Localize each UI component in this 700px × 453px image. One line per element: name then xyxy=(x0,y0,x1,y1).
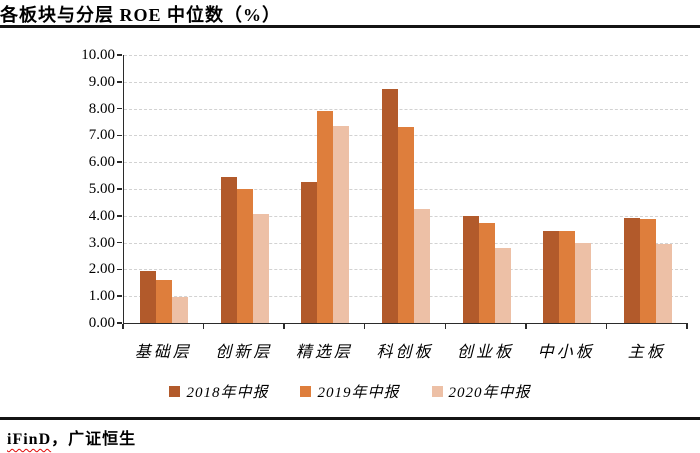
legend-label: 2018年中报 xyxy=(186,385,269,401)
y-axis-tick xyxy=(117,322,122,324)
bar-series1-创业板 xyxy=(462,215,479,323)
source-org-label: ，广证恒生 xyxy=(51,431,137,448)
bar-group-2 xyxy=(205,55,286,323)
bar-series3-中小板 xyxy=(575,243,592,323)
y-axis-tick-label: 3.00 xyxy=(88,234,115,251)
bar-group-4 xyxy=(366,55,447,323)
x-axis-tick xyxy=(122,324,124,329)
plot-area xyxy=(123,55,688,324)
x-axis-tick xyxy=(686,324,688,329)
bar-group-7 xyxy=(607,55,688,323)
y-axis-tick xyxy=(117,81,122,83)
x-axis-tick xyxy=(605,324,608,329)
bar-series2-精选层 xyxy=(317,110,334,323)
y-axis-tick-label: 8.00 xyxy=(88,100,115,117)
legend-item-3: 2020年中报 xyxy=(431,381,531,402)
bar-series1-中小板 xyxy=(543,231,560,323)
bar-series2-创新层 xyxy=(236,189,253,323)
chart-title: 各板块与分层 ROE 中位数（%） xyxy=(0,5,282,25)
legend-item-2: 2019年中报 xyxy=(300,381,399,402)
bar-series3-精选层 xyxy=(333,126,350,323)
y-axis-tick xyxy=(117,134,122,137)
y-axis-tick xyxy=(117,188,122,190)
bar-series1-科创板 xyxy=(382,89,399,323)
bar-series2-科创板 xyxy=(398,127,415,323)
legend-swatch-icon xyxy=(300,386,312,397)
bar-series3-创业板 xyxy=(494,247,511,323)
legend-label: 2019年中报 xyxy=(317,385,400,401)
x-axis-category-label: 主板 xyxy=(627,344,666,361)
bar-series3-基础层 xyxy=(172,297,189,323)
y-axis-tick xyxy=(117,107,122,110)
y-axis-tick-label: 4.00 xyxy=(88,207,115,224)
bar-series1-基础层 xyxy=(140,270,157,323)
x-axis-tick xyxy=(444,324,447,329)
legend-label: 2020年中报 xyxy=(448,385,531,401)
bar-group-1 xyxy=(124,55,205,323)
y-axis-tick xyxy=(117,295,122,297)
y-axis-tick-label: 10.00 xyxy=(81,47,115,63)
y-axis-tick xyxy=(117,241,122,244)
bar-series1-创新层 xyxy=(220,176,237,323)
x-axis-category-label: 创新层 xyxy=(215,344,273,361)
x-axis-category-label: 基础层 xyxy=(134,344,192,361)
bar-group-6 xyxy=(527,55,608,323)
x-axis-category-label: 中小板 xyxy=(537,344,595,361)
gridline xyxy=(124,55,688,56)
legend-swatch-icon xyxy=(169,386,181,397)
bar-group-3 xyxy=(285,55,366,323)
y-axis-tick xyxy=(117,268,122,271)
title-divider xyxy=(0,25,700,28)
x-axis-tick xyxy=(363,324,366,329)
y-axis-tick-label: 2.00 xyxy=(88,261,115,278)
source-ifind-label: iFinD xyxy=(7,431,52,448)
x-axis-category-label: 创业板 xyxy=(457,344,515,361)
x-axis-tick xyxy=(283,324,285,329)
chart-legend: 2018年中报 2019年中报 2020年中报 xyxy=(0,381,700,402)
bar-series2-基础层 xyxy=(156,279,173,323)
footer-divider xyxy=(0,417,700,420)
bar-series2-中小板 xyxy=(559,231,576,323)
bar-series1-主板 xyxy=(623,217,640,323)
bar-groups xyxy=(124,55,688,323)
x-axis-category-label: 精选层 xyxy=(295,344,353,361)
gridline xyxy=(124,81,688,83)
y-axis-tick-label: 9.00 xyxy=(88,73,115,90)
x-axis-tick xyxy=(525,324,527,329)
legend-swatch-icon xyxy=(431,386,443,397)
y-axis-tick-label: 0.00 xyxy=(88,315,115,331)
bar-series1-精选层 xyxy=(301,181,318,323)
y-axis-tick-label: 1.00 xyxy=(88,288,115,305)
data-source: iFinD，广证恒生 xyxy=(7,425,136,449)
bar-series2-创业板 xyxy=(478,223,495,323)
y-axis-tick xyxy=(117,54,122,56)
y-axis-tick-label: 6.00 xyxy=(88,154,115,171)
y-axis-tick xyxy=(117,215,122,217)
bar-series3-创新层 xyxy=(252,214,269,323)
gridline xyxy=(124,108,688,110)
y-axis-tick-label: 7.00 xyxy=(88,127,115,144)
bar-series2-主板 xyxy=(639,218,656,323)
bar-series3-主板 xyxy=(655,243,672,323)
y-axis-tick xyxy=(117,161,122,163)
x-axis-category-label: 科创板 xyxy=(376,344,434,361)
bar-series3-科创板 xyxy=(414,209,431,323)
x-axis-tick xyxy=(202,324,205,329)
legend-item-1: 2018年中报 xyxy=(169,381,268,402)
y-axis-tick-label: 5.00 xyxy=(88,181,115,197)
bar-group-5 xyxy=(446,55,527,323)
